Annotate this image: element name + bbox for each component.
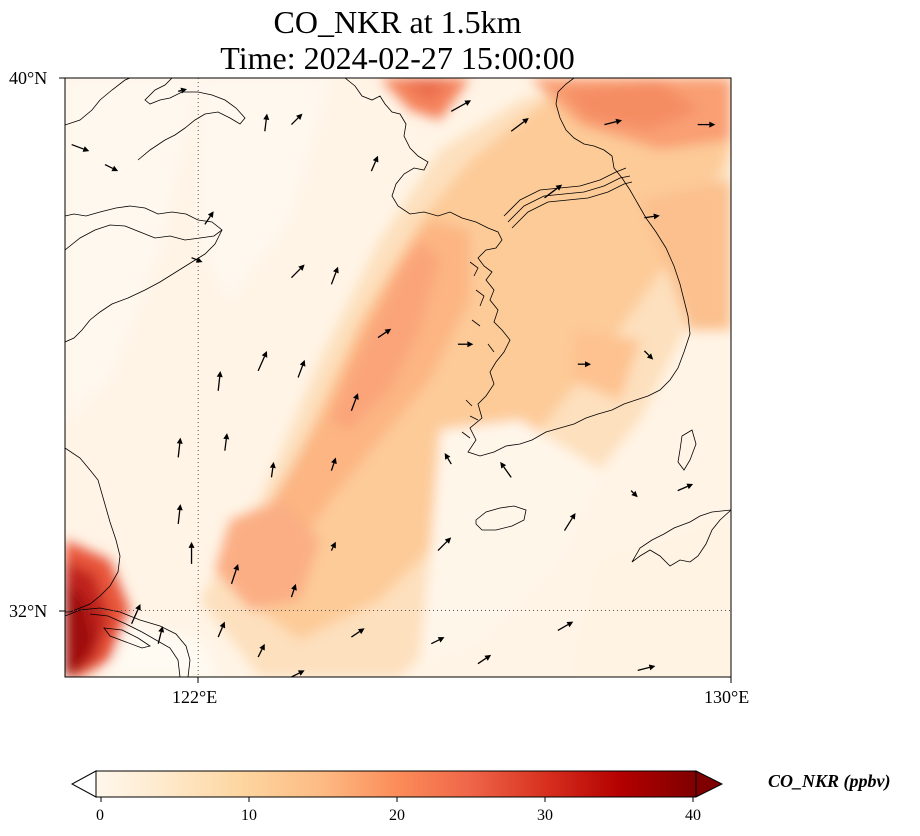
- colorbar-tick-label-10: 10: [241, 807, 257, 824]
- wind-arrow: [350, 393, 359, 412]
- wind-arrow: [457, 341, 474, 348]
- colorbar: [70, 770, 724, 802]
- colorbar-tick-label-20: 20: [389, 807, 405, 824]
- colorbar-tick-label-40: 40: [685, 807, 701, 824]
- wind-arrow: [257, 351, 268, 372]
- wind-arrow: [72, 724, 85, 735]
- wind-arrow: [644, 213, 660, 220]
- coastline-bohai-west: [65, 78, 131, 126]
- axis-ticks: [59, 77, 732, 683]
- wind-arrow: [477, 654, 492, 665]
- wind-arrow: [290, 113, 303, 126]
- wind-arrow: [176, 504, 183, 524]
- wind-arrow: [216, 371, 223, 391]
- wind-arrow: [330, 541, 336, 551]
- border-line-2: [507, 175, 631, 223]
- colorbar-tick-label-30: 30: [537, 807, 553, 824]
- wind-arrow: [544, 184, 563, 199]
- wind-arrow: [351, 628, 365, 638]
- coastline-west-islands: [461, 261, 495, 439]
- wind-arrow: [330, 457, 337, 471]
- wind-arrow: [398, 739, 416, 750]
- colorbar-title: CO_NKR (ppbv): [768, 771, 891, 791]
- map-title: CO_NKR at 1.5km: [273, 4, 522, 40]
- coastline-yangtze: [65, 447, 121, 613]
- wind-arrow: [217, 621, 226, 638]
- wind-arrow: [643, 350, 654, 360]
- wind-vectors: [71, 87, 716, 767]
- colorbar-tick-label-0: 0: [96, 807, 104, 824]
- wind-arrow: [269, 461, 276, 478]
- colorbar-extend-max: [695, 770, 724, 798]
- wind-arrow: [445, 693, 460, 704]
- wind-arrow: [618, 754, 636, 760]
- wind-arrow: [297, 359, 306, 378]
- lat-label-40n: 40°N: [9, 68, 48, 88]
- coastline-yangtze-mouth: [65, 607, 191, 677]
- wind-arrow: [330, 266, 339, 285]
- colorbar-frame: [95, 770, 697, 798]
- wind-arrow: [285, 761, 303, 767]
- wind-arrow: [157, 626, 165, 644]
- wind-arrow: [223, 433, 230, 451]
- colorbar-ticks: [100, 797, 694, 802]
- wind-arrow: [431, 637, 445, 645]
- wind-arrow: [630, 490, 638, 498]
- wind-arrow: [104, 163, 119, 172]
- lon-label-122e: 122°E: [172, 687, 218, 707]
- colorbar-extend-min: [70, 770, 97, 798]
- coastline-chongming: [103, 627, 151, 649]
- wind-arrow: [637, 664, 656, 671]
- wind-arrow: [450, 100, 472, 112]
- wind-arrow: [178, 87, 188, 94]
- wind-arrow: [131, 603, 141, 625]
- wind-arrow: [510, 118, 529, 132]
- gridlines: [65, 78, 731, 677]
- coastline-shandong-south: [65, 229, 223, 343]
- wind-arrow: [577, 361, 592, 368]
- wind-arrow: [604, 118, 623, 126]
- border-line-3: [511, 181, 633, 229]
- wind-arrow: [176, 437, 183, 458]
- lat-label-32n: 32°N: [9, 601, 48, 621]
- wind-arrow: [385, 690, 398, 697]
- map-frame: [64, 77, 732, 678]
- wind-arrow: [188, 541, 195, 564]
- wind-arrow: [557, 621, 574, 631]
- wind-arrow: [437, 537, 452, 552]
- wind-arrow: [290, 583, 297, 598]
- coastline-shandong: [65, 205, 223, 251]
- wind-arrow: [263, 113, 270, 132]
- colorbar-gradient: [96, 771, 696, 797]
- border-line-1: [503, 167, 627, 217]
- wind-arrow: [598, 684, 616, 690]
- wind-arrow: [444, 453, 452, 465]
- field-blobs: [65, 78, 731, 677]
- wind-arrow: [230, 564, 240, 585]
- wind-arrow: [291, 670, 305, 677]
- wind-arrow: [71, 143, 90, 152]
- wind-arrow: [138, 744, 145, 762]
- coastline-liaodong: [137, 78, 246, 161]
- map-timestamp: Time: 2024-02-27 15:00:00: [220, 40, 575, 76]
- wind-arrow: [697, 121, 716, 128]
- coastline-kyushu: [631, 509, 731, 567]
- wind-arrow: [370, 155, 379, 172]
- wind-arrow: [204, 211, 214, 225]
- wind-arrow: [563, 512, 576, 531]
- wind-arrow: [511, 701, 526, 710]
- wind-arrow: [257, 643, 265, 658]
- wind-arrow: [677, 483, 694, 492]
- concentration-field: [65, 78, 731, 677]
- lon-label-130e: 130°E: [704, 687, 750, 707]
- coastline-jeju: [475, 505, 527, 531]
- coastline-tsushima: [677, 429, 697, 471]
- wind-arrow: [191, 257, 203, 263]
- coastline-yangtze-inner: [89, 613, 181, 677]
- wind-arrow: [377, 328, 392, 339]
- wind-arrow: [500, 461, 512, 478]
- wind-arrow: [290, 264, 305, 279]
